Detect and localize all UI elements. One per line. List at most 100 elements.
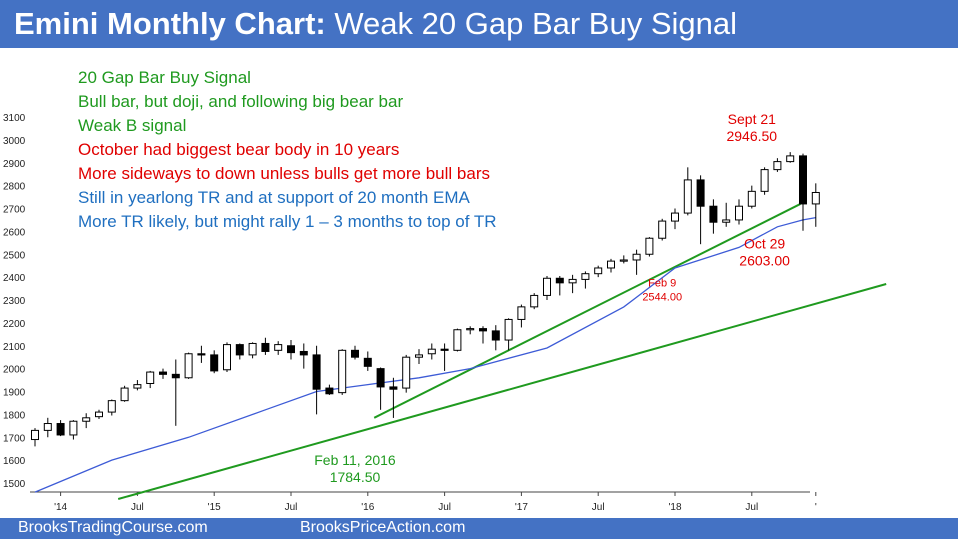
annotation-text: Oct 29 — [744, 236, 785, 252]
candle — [555, 275, 564, 296]
candle — [43, 417, 52, 438]
candle — [683, 167, 692, 216]
bull-candle-body — [107, 400, 116, 413]
candlestick-chart: 1500 1600 1700 1800 1900 2000 2100 2200 2300 2400… — [3, 111, 887, 513]
bull-candle-body — [530, 294, 539, 308]
candle — [709, 199, 718, 234]
candle — [184, 352, 193, 379]
candle — [56, 420, 65, 437]
candle — [568, 274, 577, 294]
candle — [69, 420, 78, 440]
bull-candle-body — [82, 417, 91, 422]
annotation-text: 1784.50 — [330, 469, 381, 485]
bear-candle-body — [491, 330, 500, 341]
candle — [338, 349, 347, 395]
x-tick-label: '18 — [668, 502, 681, 513]
x-tick-label: Jul — [438, 502, 451, 513]
candle — [146, 370, 155, 389]
candle — [363, 351, 372, 371]
candle — [530, 293, 539, 310]
note-line: 20 Gap Bar Buy Signal — [78, 68, 251, 87]
candle — [722, 202, 731, 227]
candle — [287, 340, 295, 360]
x-tick-label: '14 — [54, 502, 67, 513]
bear-candle-body — [555, 277, 564, 284]
bear-candle-body — [210, 354, 219, 372]
candle — [786, 152, 795, 163]
bull-candle-body — [607, 260, 615, 269]
x-tick-label: Jul — [285, 502, 298, 513]
candle — [491, 325, 500, 351]
candle — [696, 175, 705, 245]
bull-candle-body — [722, 219, 731, 223]
bull-candle-body — [453, 329, 462, 351]
bear-candle-body — [709, 205, 718, 223]
candle — [210, 350, 219, 374]
x-tick-label: '16 — [361, 502, 374, 513]
title-bar: Emini Monthly Chart: Weak 20 Gap Bar Buy… — [0, 0, 958, 48]
candle — [607, 258, 615, 273]
candle — [453, 328, 462, 352]
bull-candle-body — [504, 318, 513, 341]
y-tick-label: 2600 — [3, 227, 26, 238]
bear-candle-body — [299, 350, 308, 356]
candle — [747, 185, 756, 209]
candle — [811, 183, 820, 227]
bear-candle-body — [376, 368, 385, 388]
x-tick-label: '17 — [515, 502, 528, 513]
footer-link-brookstradingcourse[interactable]: BrooksTradingCourse.com — [18, 519, 208, 536]
candle — [619, 255, 628, 264]
candle — [658, 218, 667, 241]
bull-candle-body — [95, 411, 103, 418]
note-line: More sideways to down unless bulls get m… — [78, 164, 490, 183]
annotation-text: Sept 21 — [728, 111, 776, 127]
candle — [594, 265, 603, 278]
bear-candle-body — [159, 371, 167, 375]
candle — [82, 413, 91, 429]
candle — [632, 249, 641, 275]
candle — [235, 343, 244, 360]
bear-candle-body — [235, 344, 244, 356]
x-tick-label: Jul — [592, 502, 605, 513]
bull-candle-body — [146, 371, 155, 384]
bear-candle-body — [479, 328, 487, 332]
candle — [120, 385, 129, 402]
candle — [325, 384, 334, 395]
candle — [107, 399, 116, 416]
y-tick-label: 2200 — [3, 319, 26, 330]
y-tick-label: 2500 — [3, 250, 26, 261]
candle — [376, 367, 385, 410]
y-tick-label: 2000 — [3, 365, 26, 376]
annotation-text: Feb 11, 2016 — [314, 452, 396, 468]
bull-candle-body — [811, 191, 820, 205]
y-tick-label: 1700 — [3, 433, 26, 444]
bull-candle-body — [184, 353, 193, 379]
candle — [274, 341, 283, 355]
trend-line — [373, 203, 801, 419]
bull-candle-body — [594, 267, 603, 275]
annotation-text: 2544.00 — [642, 291, 682, 303]
candle — [312, 345, 321, 415]
y-tick-label: 2300 — [3, 296, 26, 307]
candle — [645, 237, 654, 257]
bull-candle-body — [274, 344, 283, 351]
candle — [248, 342, 257, 359]
bull-candle-body — [415, 354, 423, 358]
footer-link-brookspriceaction[interactable]: BrooksPriceAction.com — [300, 519, 466, 536]
candle — [799, 153, 807, 231]
bear-candle-body — [363, 357, 372, 367]
candle — [671, 208, 679, 230]
candle — [197, 345, 206, 363]
candle — [504, 318, 513, 351]
x-tick-label: '15 — [208, 502, 221, 513]
candle — [261, 337, 270, 355]
candle — [543, 275, 551, 300]
y-tick-label: 2700 — [3, 205, 26, 216]
candle — [389, 377, 398, 418]
bear-candle-body — [171, 373, 180, 379]
candle — [95, 409, 103, 419]
bull-candle-body — [43, 423, 52, 431]
bull-candle-body — [517, 306, 526, 320]
y-tick-label: 1800 — [3, 410, 26, 421]
